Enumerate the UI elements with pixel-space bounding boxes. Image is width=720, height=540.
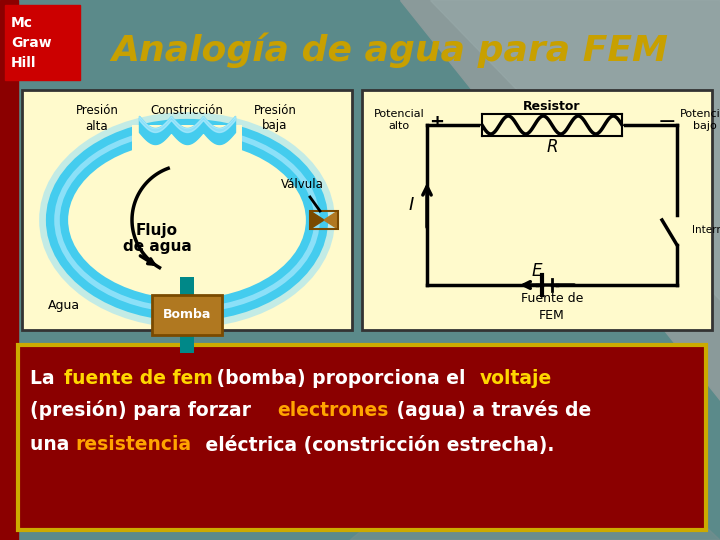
Text: E: E [532,262,542,280]
Text: Analogía de agua para FEM: Analogía de agua para FEM [112,32,668,68]
Polygon shape [400,0,720,400]
Polygon shape [350,380,720,540]
Bar [0,0,18,540]
Text: +: + [430,113,444,131]
Text: (agua) a través de: (agua) a través de [390,400,591,420]
Text: de agua: de agua [122,239,192,253]
Text: una: una [30,435,76,455]
Text: I: I [408,196,413,214]
Bar [132,125,242,160]
Bar [310,211,338,229]
Text: R: R [546,138,558,156]
Text: Presión
alta: Presión alta [76,104,118,132]
Bar [152,295,222,335]
Bar [480,114,624,136]
Text: eléctrica (constricción estrecha).: eléctrica (constricción estrecha). [199,435,554,455]
Bar [362,90,712,330]
Text: Agua: Agua [48,299,80,312]
Text: electrones: electrones [277,401,389,420]
Text: La: La [30,368,61,388]
Text: Presión
baja: Presión baja [253,104,297,132]
Polygon shape [430,0,720,300]
Polygon shape [324,211,338,229]
Text: Válvula: Válvula [281,179,323,192]
Text: Constricción: Constricción [150,104,223,117]
Text: (presión) para forzar: (presión) para forzar [30,400,258,420]
Text: voltaje: voltaje [480,368,552,388]
Text: fuente de fem: fuente de fem [64,368,212,388]
Bar [5,5,80,80]
Bar [180,277,194,295]
Text: Graw: Graw [11,36,52,50]
Text: Hill: Hill [11,56,37,70]
Text: Flujo: Flujo [136,222,178,238]
Text: Mc: Mc [11,16,33,30]
Bar [22,90,352,330]
Bar [18,345,706,530]
Text: Resistor: Resistor [523,99,581,112]
Bar [180,335,194,353]
Text: Fuente de
FEM: Fuente de FEM [521,292,583,322]
Text: (bomba) proporciona el: (bomba) proporciona el [210,368,472,388]
Text: resistencia: resistencia [75,435,191,455]
Text: Potencial
bajo: Potencial bajo [680,109,720,131]
Text: Bomba: Bomba [163,308,211,321]
Text: Interruptor: Interruptor [692,225,720,235]
Polygon shape [310,211,324,229]
Text: Potencial
alto: Potencial alto [374,109,424,131]
Text: −: − [657,112,676,132]
